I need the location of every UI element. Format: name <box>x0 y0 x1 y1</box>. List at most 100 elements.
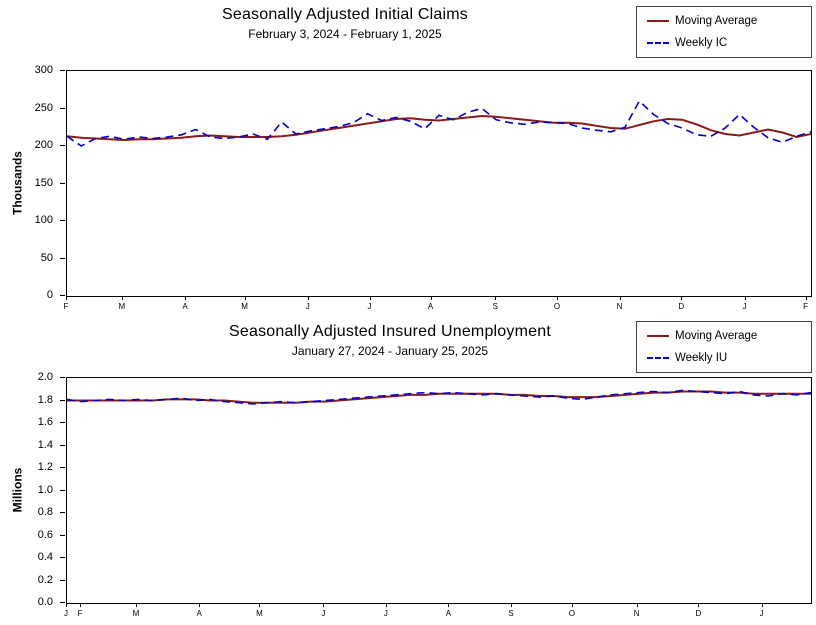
y-tick-label: 1.2 <box>37 461 53 473</box>
plot-area <box>66 377 812 604</box>
x-tick-label: J <box>367 302 372 311</box>
y-tick-mark <box>60 512 65 513</box>
y-tick-mark <box>60 489 65 491</box>
y-axis-ticks: 300 250 200 150 100 50 0 <box>0 64 66 301</box>
y-tick-mark <box>60 220 65 221</box>
y-tick-label: 1.4 <box>37 438 53 451</box>
initial-claims-chart: Seasonally Adjusted Initial Claims Febru… <box>0 6 814 314</box>
x-tick-mark <box>557 296 559 300</box>
legend: Moving Average Weekly IC <box>636 6 812 58</box>
x-tick-label: J <box>305 302 310 311</box>
x-tick-mark <box>430 296 432 300</box>
y-tick-mark <box>60 467 65 468</box>
y-tick-mark <box>60 422 65 423</box>
legend-item-weekly-ic: Weekly IC <box>647 37 805 49</box>
x-tick-mark <box>199 603 201 607</box>
x-tick-mark <box>259 603 261 607</box>
x-tick-mark <box>744 296 746 300</box>
chart-subtitle: January 27, 2024 - January 25, 2025 <box>291 344 489 358</box>
legend-label: Moving Average <box>675 15 758 27</box>
y-tick-label: 0 <box>46 289 53 301</box>
x-tick-label: O <box>568 609 576 618</box>
y-tick-mark <box>60 399 65 401</box>
y-tick-label: 1.6 <box>37 416 53 428</box>
x-tick-label: N <box>616 302 623 311</box>
x-tick-mark <box>244 296 246 300</box>
y-tick-label: 200 <box>34 139 53 151</box>
x-tick-mark <box>385 603 387 607</box>
y-tick-mark <box>60 107 65 109</box>
y-tick-mark <box>60 182 65 184</box>
x-tick-mark <box>369 296 371 300</box>
x-tick-label: D <box>695 609 702 618</box>
series-line-weekly-ic <box>67 99 811 147</box>
y-tick-label: 250 <box>34 101 53 114</box>
x-tick-mark <box>66 603 67 607</box>
x-tick-label: N <box>633 609 640 618</box>
x-tick-mark <box>121 296 123 300</box>
y-tick-mark <box>60 70 65 71</box>
legend-label: Moving Average <box>675 330 758 342</box>
x-tick-mark <box>571 603 573 607</box>
x-tick-label: D <box>678 302 685 311</box>
insured-unemployment-chart: Seasonally Adjusted Insured Unemployment… <box>0 315 816 625</box>
x-tick-mark <box>135 603 137 607</box>
y-tick-mark <box>60 145 65 146</box>
x-tick-mark <box>80 603 82 607</box>
series-line-moving-average <box>67 390 811 404</box>
moving-average-line-sample <box>647 335 669 337</box>
x-tick-mark <box>636 603 638 607</box>
legend-item-moving-average: Moving Average <box>647 330 805 342</box>
x-tick-mark <box>619 296 621 300</box>
y-tick-label: 150 <box>34 176 53 189</box>
x-tick-label: J <box>742 302 747 311</box>
line-chart-canvas <box>67 389 811 405</box>
y-axis-ticks: 2.0 1.8 1.6 1.4 1.2 1.0 0.8 0.6 0.4 0.2 0.0 <box>0 371 66 608</box>
y-tick-label: 300 <box>34 64 53 76</box>
series-line-moving-average <box>67 114 811 142</box>
y-tick-label: 1.0 <box>37 483 53 496</box>
legend-item-moving-average: Moving Average <box>647 15 805 27</box>
x-tick-label: F <box>77 609 83 618</box>
x-tick-mark <box>307 296 309 300</box>
y-tick-mark <box>60 579 65 581</box>
chart-subtitle: February 3, 2024 - February 1, 2025 <box>248 27 442 41</box>
y-tick-label: 0.8 <box>37 506 53 518</box>
weekly-iu-line-sample <box>647 357 669 359</box>
x-tick-label: J <box>383 609 388 618</box>
x-tick-label: J <box>321 609 326 618</box>
y-tick-mark <box>60 377 65 378</box>
weekly-ic-line-sample <box>647 42 669 44</box>
x-tick-label: F <box>803 302 808 311</box>
x-tick-label: M <box>132 609 140 618</box>
y-tick-label: 0.6 <box>37 528 53 541</box>
x-tick-label: F <box>63 302 69 311</box>
y-tick-label: 0.4 <box>37 551 53 563</box>
legend-item-weekly-iu: Weekly IU <box>647 352 805 364</box>
y-tick-label: 0.2 <box>37 573 53 586</box>
x-tick-mark <box>495 296 497 300</box>
x-tick-mark <box>185 296 187 300</box>
moving-average-line-sample <box>647 20 669 22</box>
series-line-weekly-iu <box>67 389 811 405</box>
x-tick-mark <box>698 603 700 607</box>
x-tick-label: A <box>182 302 188 311</box>
y-tick-mark <box>60 257 65 259</box>
x-tick-mark <box>805 296 807 300</box>
y-tick-label: 2.0 <box>37 371 53 383</box>
x-tick-label: A <box>196 609 202 618</box>
y-tick-mark <box>60 444 65 446</box>
legend-label: Weekly IC <box>675 37 728 49</box>
y-tick-label: 100 <box>34 214 53 226</box>
legend: Moving Average Weekly IU <box>636 321 812 373</box>
y-tick-label: 0.0 <box>37 596 53 608</box>
chart-title: Seasonally Adjusted Initial Claims <box>221 6 469 23</box>
x-tick-label: M <box>241 302 248 311</box>
x-tick-mark <box>448 603 450 607</box>
x-tick-label: O <box>553 302 561 311</box>
x-tick-label: A <box>427 302 434 311</box>
x-tick-mark <box>323 603 325 607</box>
x-tick-label: J <box>64 609 68 618</box>
